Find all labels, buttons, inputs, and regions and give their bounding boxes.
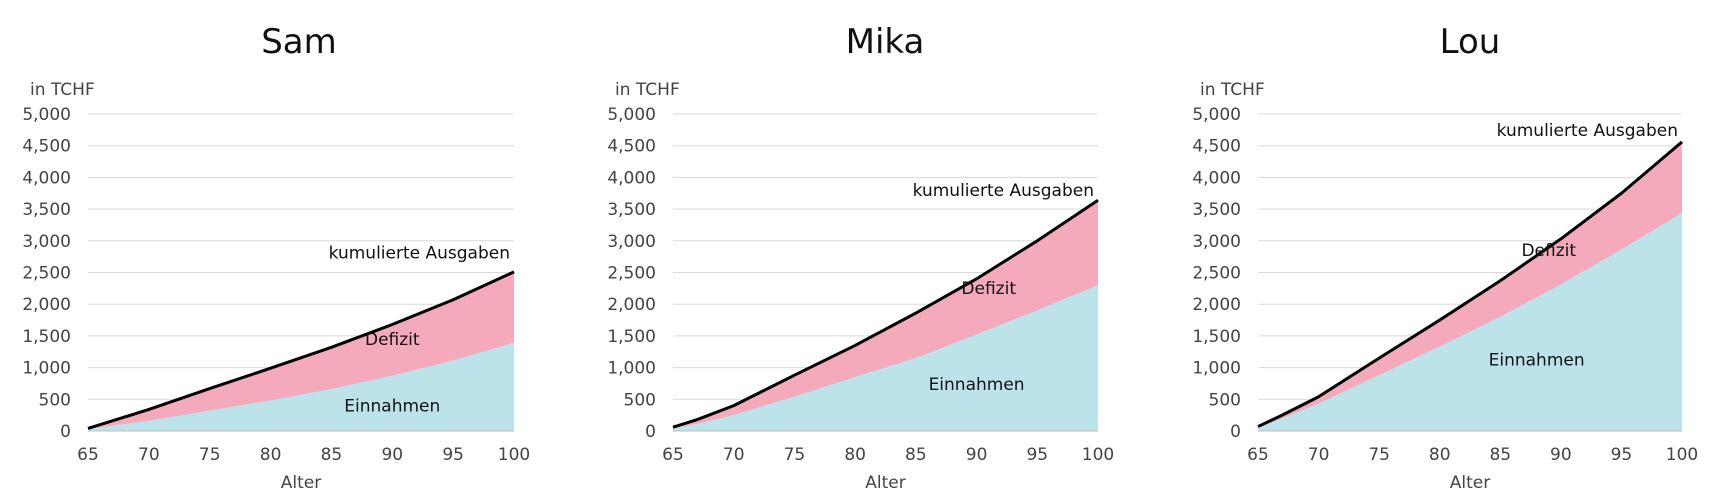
deficit-area (88, 271, 514, 430)
expenses-line (672, 198, 1099, 429)
y-tick-label: 1,500 (22, 327, 71, 347)
expenses-line (87, 270, 515, 430)
x-tick-label: 75 (199, 445, 221, 465)
y-tick-label: 4,000 (22, 168, 71, 188)
x-tick-label: 75 (784, 445, 806, 465)
y-tick-label: 0 (1230, 422, 1241, 442)
y-tick-label: 1,000 (1192, 359, 1241, 379)
annotation-expenses: kumulierte Ausgaben (913, 181, 1094, 201)
y-tick-label: 1,500 (1192, 327, 1241, 347)
x-tick-label: 100 (1082, 445, 1114, 465)
chart-0: Sam in TCHF 0 500 1,000 1,500 2,000 2,500 3,000 3… (22, 22, 530, 493)
deficit-area (673, 200, 1098, 429)
y-tick-label: 4,000 (607, 168, 656, 188)
y-tick-label: 2,000 (607, 295, 656, 315)
unit-label: in TCHF (615, 80, 680, 100)
y-tick-label: 4,500 (607, 137, 656, 157)
y-tick-label: 1,000 (22, 359, 71, 379)
y-tick-label: 5,000 (22, 105, 71, 125)
x-tick-label: 85 (321, 445, 343, 465)
y-tick-label: 2,000 (22, 295, 71, 315)
chart-1: Mika in TCHF 0 500 1,000 1,500 2,000 2,500 3,000… (607, 22, 1114, 493)
x-tick-label: 85 (905, 445, 927, 465)
y-tick-label: 500 (624, 390, 656, 410)
x-tick-label: 90 (381, 445, 403, 465)
income-area (673, 285, 1098, 431)
y-tick-label: 2,500 (1192, 264, 1241, 284)
x-tick-label: 85 (1489, 445, 1511, 465)
y-tick-label: 3,500 (607, 200, 656, 220)
x-tick-label: 70 (138, 445, 160, 465)
y-tick-label: 3,500 (22, 200, 71, 220)
annotation-expenses: kumulierte Ausgaben (1497, 121, 1678, 141)
y-tick-label: 500 (1209, 390, 1241, 410)
x-tick-label: 80 (844, 445, 866, 465)
chart-title: Sam (261, 22, 337, 62)
x-tick-label: 75 (1368, 445, 1390, 465)
chart-title: Lou (1440, 22, 1501, 62)
y-tick-label: 500 (39, 390, 71, 410)
y-tick-label: 3,000 (607, 232, 656, 252)
y-tick-label: 1,000 (607, 359, 656, 379)
annotation-expenses: kumulierte Ausgaben (329, 244, 510, 264)
annotation-deficit: Defizit (365, 330, 420, 350)
y-tick-label: 0 (60, 422, 71, 442)
x-axis-title: Alter (865, 473, 905, 493)
y-tick-label: 5,000 (1192, 105, 1241, 125)
unit-label: in TCHF (30, 80, 95, 100)
annotation-deficit: Defizit (961, 279, 1016, 299)
x-tick-label: 65 (77, 445, 99, 465)
x-tick-label: 65 (662, 445, 684, 465)
x-tick-label: 95 (442, 445, 464, 465)
annotation-income: Einnahmen (344, 396, 440, 416)
x-tick-label: 90 (966, 445, 988, 465)
x-tick-label: 90 (1550, 445, 1572, 465)
chart-2: Lou in TCHF 0 500 1,000 1,500 2,000 2,500 3,000 3… (1192, 22, 1698, 493)
x-axis-title: Alter (1450, 473, 1490, 493)
chart-title: Mika (846, 22, 925, 62)
y-tick-label: 0 (645, 422, 656, 442)
y-tick-label: 4,500 (1192, 137, 1241, 157)
x-tick-label: 100 (498, 445, 530, 465)
x-tick-label: 70 (723, 445, 745, 465)
x-tick-label: 80 (1429, 445, 1451, 465)
income-area (1258, 212, 1682, 431)
unit-label: in TCHF (1200, 80, 1265, 100)
y-tick-label: 4,000 (1192, 168, 1241, 188)
x-tick-label: 80 (260, 445, 282, 465)
x-tick-label: 70 (1308, 445, 1330, 465)
x-tick-label: 65 (1247, 445, 1269, 465)
y-tick-label: 2,500 (607, 264, 656, 284)
x-axis-title: Alter (281, 473, 321, 493)
x-tick-label: 95 (1611, 445, 1633, 465)
income-area (88, 342, 514, 431)
y-tick-label: 2,500 (22, 264, 71, 284)
y-tick-label: 3,500 (1192, 200, 1241, 220)
annotation-income: Einnahmen (929, 375, 1025, 395)
annotation-deficit: Defizit (1521, 241, 1576, 261)
expenses-line (1257, 140, 1683, 428)
y-tick-label: 3,000 (1192, 232, 1241, 252)
y-tick-label: 5,000 (607, 105, 656, 125)
y-tick-label: 1,500 (607, 327, 656, 347)
y-tick-label: 3,000 (22, 232, 71, 252)
x-tick-label: 100 (1666, 445, 1698, 465)
y-tick-label: 2,000 (1192, 295, 1241, 315)
annotation-income: Einnahmen (1489, 351, 1585, 371)
y-tick-label: 4,500 (22, 137, 71, 157)
x-tick-label: 95 (1026, 445, 1048, 465)
